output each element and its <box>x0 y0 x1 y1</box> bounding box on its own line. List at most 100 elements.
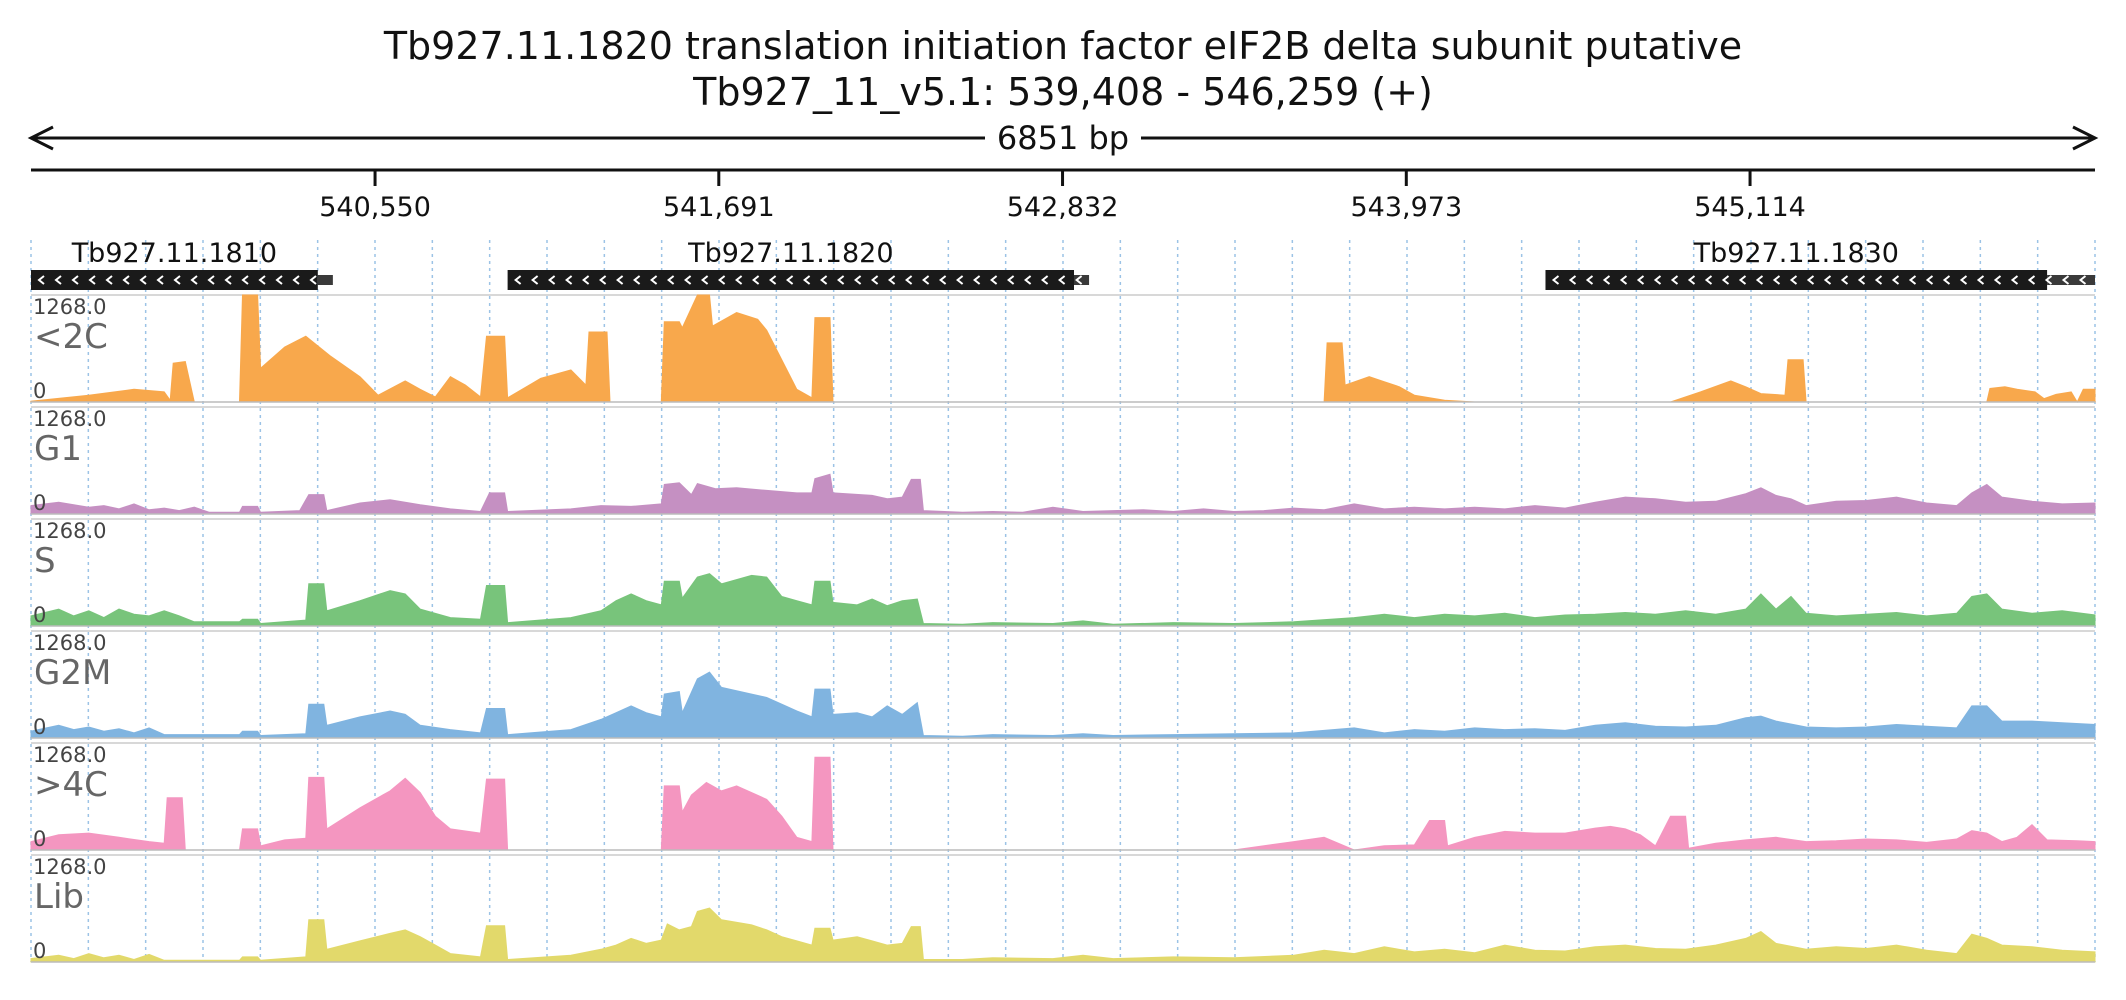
span-arrowhead-right-icon <box>2072 125 2099 151</box>
strand-arrow-icon <box>1585 275 1594 285</box>
strand-arrow-icon <box>2027 275 2036 285</box>
coverage-area <box>30 294 2096 404</box>
strand-arrow-icon <box>1636 275 1645 285</box>
strand-arrow-icon <box>139 275 147 285</box>
x-tick-label: 540,550 <box>319 192 431 223</box>
strand-arrow-icon <box>1551 275 1560 285</box>
strand-arrow-icon <box>241 275 249 285</box>
strand-arrow-icon <box>1670 275 1679 285</box>
gene-label: Tb927.11.1810 <box>71 238 277 269</box>
strand-arrow-icon <box>973 275 981 285</box>
strand-arrow-icon <box>769 275 777 285</box>
strand-arrow-icon <box>88 275 96 285</box>
gene-track: Tb927.11.1810 Tb927.11.1820 Tb927.11.1830 <box>31 238 2095 290</box>
strand-arrow-icon <box>190 275 198 285</box>
strand-arrow-icon <box>1755 275 1764 285</box>
gene-utr <box>317 275 333 285</box>
strand-arrow-icon <box>1891 275 1900 285</box>
strand-arrow-icon <box>701 275 709 285</box>
y-min-label: 0 <box>33 603 46 627</box>
y-max-label: 1268.0 <box>33 855 106 879</box>
strand-arrow-icon <box>718 275 726 285</box>
strand-arrow-icon <box>956 275 964 285</box>
strand-arrow-icon <box>309 275 317 285</box>
strand-arrow-icon <box>1840 275 1849 285</box>
track-label: >4C <box>34 765 108 805</box>
strand-arrow-icon <box>275 275 283 285</box>
gene-utr <box>1073 275 1090 285</box>
strand-arrow-icon <box>1857 275 1866 285</box>
strand-arrow-icon <box>531 275 539 285</box>
strand-arrow-icon <box>1619 275 1628 285</box>
gene-label: Tb927.11.1820 <box>687 238 893 269</box>
strand-arrow-icon <box>292 275 300 285</box>
y-min-label: 0 <box>33 379 46 403</box>
strand-arrow-icon <box>803 275 811 285</box>
span-arrowhead-left-icon <box>27 125 54 151</box>
strand-arrow-icon <box>735 275 743 285</box>
strand-arrow-icon <box>2061 275 2070 285</box>
coverage-area <box>30 573 2096 627</box>
strand-arrow-icon <box>173 275 181 285</box>
track-label: G2M <box>34 653 111 693</box>
y-max-label: 1268.0 <box>33 519 106 543</box>
chart-subtitle: Tb927_11_v5.1: 539,408 - 546,259 (+) <box>693 70 1433 114</box>
strand-arrow-icon <box>1993 275 2002 285</box>
strand-arrow-icon <box>2078 275 2087 285</box>
strand-arrow-icon <box>1058 275 1066 285</box>
x-axis: 540,550 541,691 542,832 543,973 545,114 <box>31 168 2095 223</box>
strand-arrow-icon <box>2044 275 2053 285</box>
strand-arrow-icon <box>684 275 692 285</box>
y-min-label: 0 <box>33 491 46 515</box>
strand-arrow-icon <box>1874 275 1883 285</box>
strand-arrow-icon <box>616 275 624 285</box>
strand-arrow-icon <box>820 275 828 285</box>
strand-arrow-icon <box>837 275 845 285</box>
strand-arrow-icon <box>105 275 113 285</box>
strand-arrow-icon <box>1007 275 1015 285</box>
track-label: S <box>34 541 56 581</box>
strand-arrow-icon <box>786 275 794 285</box>
strand-arrow-icon <box>258 275 266 285</box>
strand-arrow-icon <box>1704 275 1713 285</box>
coverage-area <box>30 756 2096 851</box>
strand-arrow-icon <box>888 275 896 285</box>
strand-arrow-icon <box>599 275 607 285</box>
y-max-label: 1268.0 <box>33 295 106 319</box>
strand-arrow-icon <box>1024 275 1032 285</box>
strand-arrow-icon <box>939 275 947 285</box>
strand-arrow-icon <box>990 275 998 285</box>
strand-arrow-icon <box>905 275 913 285</box>
strand-arrow-icon <box>667 275 675 285</box>
strand-arrow-icon <box>548 275 556 285</box>
x-tick-label: 543,973 <box>1350 192 1462 223</box>
coverage-track: 1268.0 0 S <box>30 518 2096 627</box>
track-label: Lib <box>34 877 84 917</box>
x-tick-label: 541,691 <box>663 192 775 223</box>
coverage-area <box>30 907 2096 963</box>
strand-arrow-icon <box>922 275 930 285</box>
strand-arrow-icon <box>1772 275 1781 285</box>
strand-arrow-icon <box>207 275 215 285</box>
track-label: <2C <box>34 317 108 357</box>
strand-arrow-icon <box>37 275 45 285</box>
strand-arrow-icon <box>1568 275 1577 285</box>
strand-arrow-icon <box>633 275 641 285</box>
y-max-label: 1268.0 <box>33 631 106 655</box>
strand-arrow-icon <box>1976 275 1985 285</box>
y-min-label: 0 <box>33 827 46 851</box>
y-min-label: 0 <box>33 715 46 739</box>
gene-label: Tb927.11.1830 <box>1693 238 1899 269</box>
strand-arrow-icon <box>1653 275 1662 285</box>
strand-arrow-icon <box>514 275 522 285</box>
strand-arrow-icon <box>224 275 232 285</box>
strand-arrow-icon <box>582 275 590 285</box>
strand-arrow-icon <box>1806 275 1815 285</box>
y-min-label: 0 <box>33 939 46 963</box>
strand-arrow-icon <box>54 275 62 285</box>
coverage-area <box>30 671 2096 739</box>
strand-arrow-icon <box>1721 275 1730 285</box>
strand-arrow-icon <box>565 275 573 285</box>
strand-arrow-icon <box>1908 275 1917 285</box>
